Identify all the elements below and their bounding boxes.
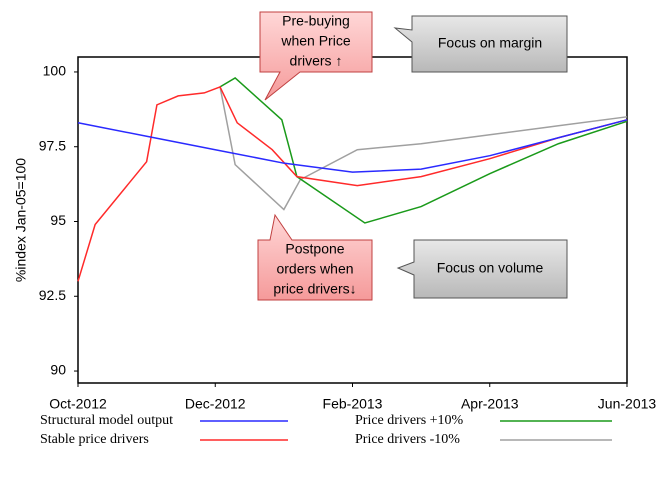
y-axis-label: %index Jan-05=100	[13, 158, 29, 282]
y-tick-label: 90	[50, 362, 66, 378]
legend-label: Structural model output	[40, 413, 173, 428]
callout-text: drivers ↑	[290, 53, 343, 69]
x-tick-label: Apr-2013	[461, 396, 519, 412]
legend-label: Stable price drivers	[40, 432, 149, 447]
series-line	[219, 77, 628, 224]
callout-text: orders when	[276, 261, 353, 277]
callout-text: price drivers↓	[273, 281, 356, 297]
callout-text: Pre-buying	[282, 13, 350, 29]
y-tick-label: 97.5	[39, 137, 66, 153]
callout-text: Focus on volume	[437, 260, 544, 276]
x-tick-label: Oct-2012	[49, 396, 107, 412]
y-tick-label: 92.5	[39, 287, 66, 303]
x-tick-label: Dec-2012	[185, 396, 246, 412]
callout-box	[396, 239, 568, 299]
callout-text: Postpone	[285, 241, 344, 257]
y-tick-label: 100	[43, 63, 67, 79]
callout-text: Focus on margin	[438, 35, 542, 51]
series-line	[219, 86, 628, 211]
y-tick-label: 95	[50, 212, 66, 228]
x-tick-label: Jun-2013	[598, 396, 657, 412]
plot-frame	[77, 56, 628, 384]
legend-label: Price drivers -10%	[355, 432, 460, 447]
callout-box	[257, 213, 373, 301]
callout-box	[259, 11, 373, 101]
series-line	[77, 85, 628, 282]
callout-text: when Price	[280, 33, 350, 49]
x-tick-label: Feb-2013	[323, 396, 383, 412]
series-line	[77, 119, 628, 173]
callout-box	[393, 15, 568, 73]
legend-label: Price drivers +10%	[355, 413, 464, 428]
